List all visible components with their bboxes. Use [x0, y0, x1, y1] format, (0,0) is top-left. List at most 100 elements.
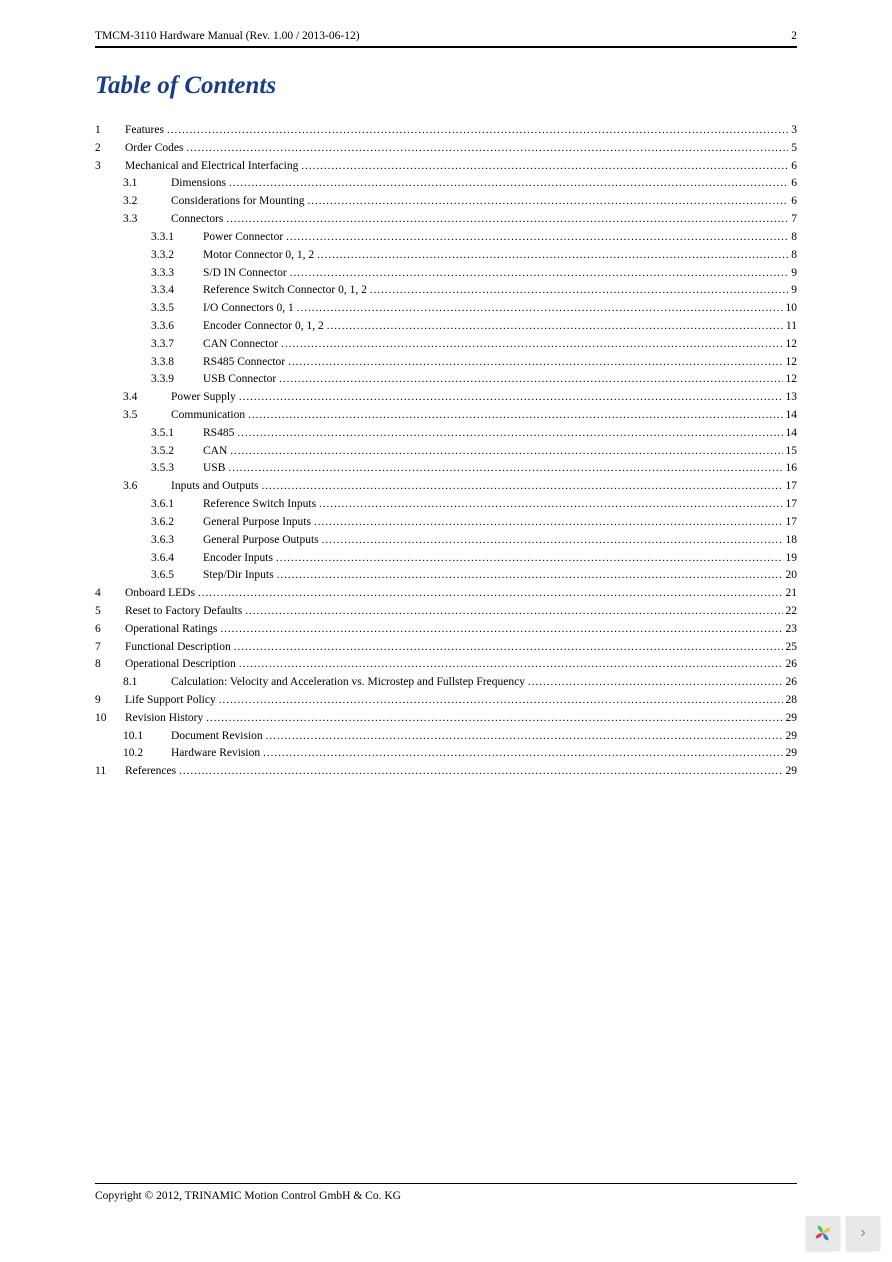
toc-entry[interactable]: 3.6.5Step/Dir Inputs 20	[95, 567, 797, 585]
widget-logo-button[interactable]	[806, 1216, 840, 1250]
toc-entry-page: 9	[791, 265, 797, 283]
toc-entry-number: 8.1	[123, 674, 171, 692]
toc-entry[interactable]: 6Operational Ratings 23	[95, 621, 797, 639]
toc-entry-page: 21	[786, 585, 798, 603]
toc-entry-page: 29	[786, 728, 798, 746]
toc-entry-label: Reference Switch Connector 0, 1, 2	[203, 282, 367, 300]
toc-entry[interactable]: 10.2Hardware Revision 29	[95, 745, 797, 763]
toc-entry-number: 3.3.2	[151, 247, 203, 265]
toc-entry[interactable]: 3.1Dimensions 6	[95, 175, 797, 193]
toc-entry[interactable]: 3Mechanical and Electrical Interfacing 6	[95, 158, 797, 176]
toc-entry-number: 2	[95, 140, 125, 158]
toc-entry-label: Onboard LEDs	[125, 585, 195, 603]
toc-entry-page: 29	[786, 763, 798, 781]
toc-entry-label: Encoder Connector 0, 1, 2	[203, 318, 324, 336]
toc-entry[interactable]: 3.3.2Motor Connector 0, 1, 2 8	[95, 247, 797, 265]
toc-entry-label: General Purpose Outputs	[203, 532, 319, 550]
toc-entry-page: 29	[786, 710, 798, 728]
toc-entry-label: Encoder Inputs	[203, 550, 273, 568]
toc-entry-label: Power Supply	[171, 389, 236, 407]
toc-leader-dots	[248, 407, 782, 425]
widget-next-button[interactable]: ›	[846, 1216, 880, 1250]
toc-entry[interactable]: 3.6.4Encoder Inputs 19	[95, 550, 797, 568]
toc-entry[interactable]: 3.2Considerations for Mounting 6	[95, 193, 797, 211]
toc-entry[interactable]: 7Functional Description 25	[95, 639, 797, 657]
toc-entry[interactable]: 8.1Calculation: Velocity and Acceleratio…	[95, 674, 797, 692]
toc-leader-dots	[219, 692, 783, 710]
toc-entry-number: 6	[95, 621, 125, 639]
toc-entry[interactable]: 1Features 3	[95, 122, 797, 140]
toc-entry[interactable]: 3.3.3S/D IN Connector 9	[95, 265, 797, 283]
toc-entry-label: Mechanical and Electrical Interfacing	[125, 158, 298, 176]
toc-entry-number: 3.4	[123, 389, 171, 407]
toc-entry[interactable]: 3.6Inputs and Outputs 17	[95, 478, 797, 496]
toc-entry-number: 9	[95, 692, 125, 710]
toc-leader-dots	[167, 122, 788, 140]
toc-entry-label: General Purpose Inputs	[203, 514, 311, 532]
toc-leader-dots	[263, 745, 782, 763]
toc-entry-number: 11	[95, 763, 125, 781]
toc-entry[interactable]: 9Life Support Policy 28	[95, 692, 797, 710]
toc-entry-page: 26	[786, 656, 798, 674]
toc-leader-dots	[314, 514, 783, 532]
toc-entry[interactable]: 3.3Connectors 7	[95, 211, 797, 229]
toc-entry[interactable]: 3.4Power Supply 13	[95, 389, 797, 407]
toc-entry[interactable]: 3.6.1Reference Switch Inputs 17	[95, 496, 797, 514]
toc-entry-label: Hardware Revision	[171, 745, 260, 763]
toc-entry[interactable]: 3.3.9USB Connector 12	[95, 371, 797, 389]
toc-entry-label: Calculation: Velocity and Acceleration v…	[171, 674, 525, 692]
toc-entry[interactable]: 3.6.2General Purpose Inputs 17	[95, 514, 797, 532]
toc-entry-number: 1	[95, 122, 125, 140]
toc-leader-dots	[262, 478, 783, 496]
toc-entry-label: Dimensions	[171, 175, 226, 193]
toc-entry-number: 4	[95, 585, 125, 603]
toc-entry-number: 10	[95, 710, 125, 728]
toc-entry-page: 15	[786, 443, 798, 461]
toc-entry-page: 14	[786, 407, 798, 425]
toc-entry-page: 22	[786, 603, 798, 621]
toc-entry-number: 7	[95, 639, 125, 657]
toc-entry[interactable]: 3.3.5I/O Connectors 0, 1 10	[95, 300, 797, 318]
toc-entry[interactable]: 3.5.2CAN 15	[95, 443, 797, 461]
toc-entry[interactable]: 3.3.7CAN Connector 12	[95, 336, 797, 354]
toc-entry-label: RS485	[203, 425, 234, 443]
pinwheel-icon	[812, 1222, 834, 1244]
toc-entry-page: 6	[791, 158, 797, 176]
toc-entry-label: Considerations for Mounting	[171, 193, 305, 211]
toc-entry-page: 25	[786, 639, 798, 657]
toc-entry-number: 3.1	[123, 175, 171, 193]
toc-entry[interactable]: 3.3.4Reference Switch Connector 0, 1, 2 …	[95, 282, 797, 300]
toc-entry[interactable]: 3.3.8RS485 Connector 12	[95, 354, 797, 372]
toc-entry-number: 3.3.7	[151, 336, 203, 354]
toc-entry-page: 19	[786, 550, 798, 568]
toc-entry[interactable]: 3.3.6Encoder Connector 0, 1, 2 11	[95, 318, 797, 336]
toc-entry[interactable]: 11References 29	[95, 763, 797, 781]
toc-entry-page: 16	[786, 460, 798, 478]
chevron-right-icon: ›	[860, 1224, 865, 1242]
toc-leader-dots	[322, 532, 783, 550]
toc-entry-page: 12	[786, 371, 798, 389]
toc-entry[interactable]: 3.5.1RS485 14	[95, 425, 797, 443]
toc-entry-page: 6	[791, 175, 797, 193]
toc-entry-label: Life Support Policy	[125, 692, 216, 710]
toc-entry-label: Motor Connector 0, 1, 2	[203, 247, 314, 265]
toc-entry[interactable]: 10.1Document Revision 29	[95, 728, 797, 746]
toc-entry[interactable]: 3.5.3USB 16	[95, 460, 797, 478]
toc-entry-label: Operational Ratings	[125, 621, 217, 639]
toc-leader-dots	[237, 425, 782, 443]
toc-entry[interactable]: 4Onboard LEDs 21	[95, 585, 797, 603]
toc-entry[interactable]: 8Operational Description 26	[95, 656, 797, 674]
toc-entry[interactable]: 3.5Communication 14	[95, 407, 797, 425]
toc-entry[interactable]: 2Order Codes 5	[95, 140, 797, 158]
toc-entry-page: 12	[786, 336, 798, 354]
toc-entry[interactable]: 3.3.1Power Connector 8	[95, 229, 797, 247]
toc-entry-page: 20	[786, 567, 798, 585]
toc-entry[interactable]: 3.6.3General Purpose Outputs 18	[95, 532, 797, 550]
toc-entry-page: 29	[786, 745, 798, 763]
toc-entry-number: 3.3.9	[151, 371, 203, 389]
toc-entry[interactable]: 5Reset to Factory Defaults 22	[95, 603, 797, 621]
toc-leader-dots	[290, 265, 789, 283]
toc-entry-label: Operational Description	[125, 656, 236, 674]
toc-entry[interactable]: 10Revision History 29	[95, 710, 797, 728]
toc-entry-label: I/O Connectors 0, 1	[203, 300, 294, 318]
